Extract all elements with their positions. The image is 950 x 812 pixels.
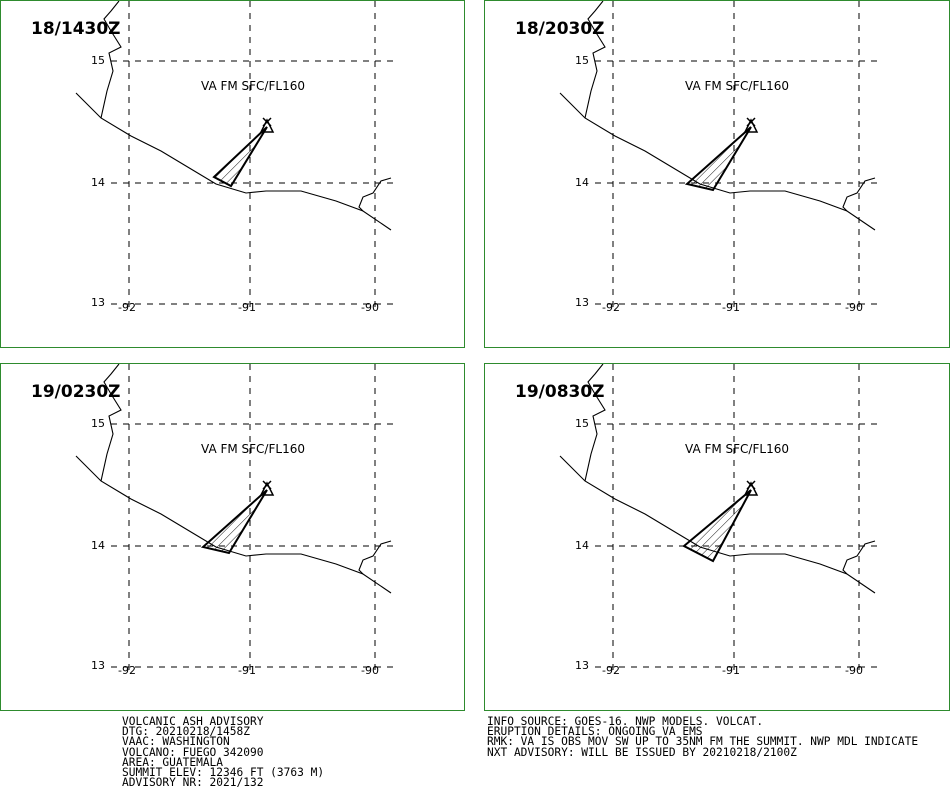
latitude-label: 13: [91, 296, 105, 309]
advisory-line: VOLCANO: FUEGO 342090: [122, 745, 264, 759]
coastline: [559, 364, 876, 594]
mexico-border: [100, 364, 122, 482]
latitude-label: 13: [575, 659, 589, 672]
latitude-label: 13: [91, 659, 105, 672]
longitude-label: -92: [118, 301, 136, 314]
volcano-icon: [743, 480, 759, 496]
ash-plume-polygon: [212, 126, 268, 188]
ash-plume-polygon: [200, 489, 268, 555]
panel-valid-time: 19/0830Z: [515, 382, 605, 402]
longitude-label: -91: [238, 301, 256, 314]
longitude-label: -92: [602, 664, 620, 677]
advisory-line: SUMMIT ELEV: 12346 FT (3763 M): [122, 766, 325, 780]
advisory-line: VOLCANIC ASH ADVISORY: [122, 715, 264, 728]
longitude-label: -91: [238, 664, 256, 677]
ash-level-label: VA FM SFC/FL160: [201, 442, 305, 456]
latitude-label: 14: [575, 176, 589, 189]
advisory-line: AREA: GUATEMALA: [122, 755, 224, 769]
panel-valid-time: 19/0230Z: [31, 382, 121, 402]
panel-valid-time: 18/2030Z: [515, 19, 605, 39]
lat-lon-grid: [595, 1, 877, 311]
latitude-label: 14: [575, 539, 589, 552]
pacific-coastline: [75, 92, 392, 231]
ash-plume-polygon: [684, 126, 752, 192]
lat-lon-grid: [111, 1, 393, 311]
coastline: [75, 1, 392, 231]
advisory-header-block: VOLCANIC ASH ADVISORY DTG: 20210218/1458…: [122, 715, 325, 790]
lat-lon-grid: [595, 364, 877, 674]
advisory-details-block: INFO SOURCE: GOES-16. NWP MODELS. VOLCAT…: [487, 715, 919, 759]
advisory-line: INFO SOURCE: GOES-16. NWP MODELS. VOLCAT…: [487, 715, 764, 728]
latitude-label: 15: [575, 54, 589, 67]
map-canvas: [75, 1, 393, 311]
latitude-label: 14: [91, 176, 105, 189]
ash-level-label: VA FM SFC/FL160: [685, 442, 789, 456]
map-panel-4: 19/0830Z VA FM SFC/FL160 15 14 13 -92 -91 -90: [484, 363, 950, 711]
ash-plume: [684, 126, 752, 192]
ash-level-label: VA FM SFC/FL160: [685, 79, 789, 93]
volcano-icon: [259, 480, 275, 496]
latitude-label: 15: [575, 417, 589, 430]
volcano-icon: [259, 117, 275, 133]
ash-plume: [200, 489, 268, 555]
longitude-label: -90: [361, 301, 379, 314]
map-canvas: [559, 364, 877, 674]
el-salvador-border: [842, 177, 876, 212]
latitude-label: 13: [575, 296, 589, 309]
ash-plume-polygon: [682, 489, 752, 563]
mexico-border: [100, 1, 122, 119]
advisory-line: ADVISORY NR: 2021/132: [122, 776, 264, 790]
latitude-label: 15: [91, 417, 105, 430]
volcano-icon: [743, 117, 759, 133]
latitude-label: 15: [91, 54, 105, 67]
advisory-line: RMK: VA IS OBS MOV SW UP TO 35NM FM THE …: [487, 735, 919, 749]
el-salvador-border: [358, 177, 392, 212]
longitude-label: -91: [722, 664, 740, 677]
el-salvador-border: [842, 540, 876, 575]
panel-valid-time: 18/1430Z: [31, 19, 121, 39]
advisory-line: NXT ADVISORY: WILL BE ISSUED BY 20210218…: [487, 745, 797, 759]
ash-plume: [682, 489, 752, 563]
el-salvador-border: [358, 540, 392, 575]
coastline: [559, 1, 876, 231]
map-panel-2: 18/2030Z VA FM SFC/FL160 15 14 13 -92 -91 -90: [484, 0, 950, 348]
coastline: [75, 364, 392, 594]
ash-level-label: VA FM SFC/FL160: [201, 79, 305, 93]
longitude-label: -92: [602, 301, 620, 314]
longitude-label: -90: [845, 664, 863, 677]
map-canvas: [75, 364, 393, 674]
longitude-label: -92: [118, 664, 136, 677]
map-panel-1: 18/1430Z VA FM SFC/FL160 15 14 13 -92 -91 -90: [0, 0, 465, 348]
ash-plume: [212, 126, 268, 188]
longitude-label: -91: [722, 301, 740, 314]
map-panel-3: 19/0230Z VA FM SFC/FL160 15 14 13 -92 -91 -90: [0, 363, 465, 711]
advisory-line: DTG: 20210218/1458Z: [122, 725, 250, 739]
map-canvas: [559, 1, 877, 311]
latitude-label: 14: [91, 539, 105, 552]
advisory-line: VAAC: WASHINGTON: [122, 735, 230, 749]
mexico-border: [584, 1, 606, 119]
longitude-label: -90: [361, 664, 379, 677]
lat-lon-grid: [111, 364, 393, 674]
advisory-line: ERUPTION DETAILS: ONGOING VA EMS: [487, 725, 703, 739]
mexico-border: [584, 364, 606, 482]
longitude-label: -90: [845, 301, 863, 314]
